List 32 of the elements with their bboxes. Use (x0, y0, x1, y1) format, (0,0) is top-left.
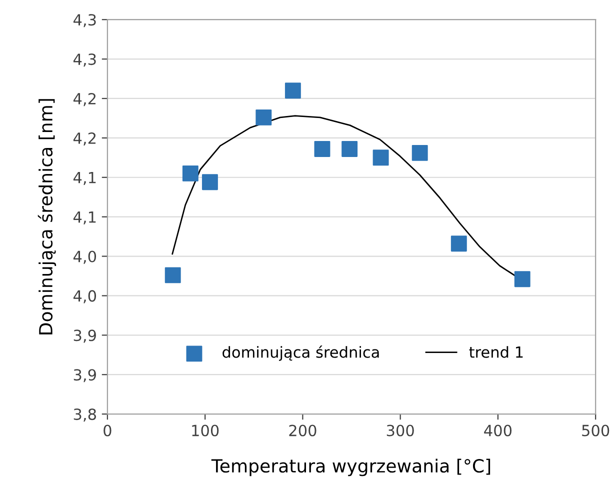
x-tick-label: 500 (582, 424, 610, 436)
x-tick-label: 300 (386, 424, 414, 436)
point (342, 141, 358, 157)
y-tick-label: 4,0 (73, 290, 96, 304)
x-tick-label: 400 (484, 424, 512, 436)
y-tick-label: 4,0 (73, 250, 96, 264)
x-axis-title: Temperatura wygrzewania [°C] (211, 458, 490, 476)
y-tick-label: 3,9 (74, 369, 96, 382)
y-axis-title: Dominująca średnica [nm] (38, 99, 56, 334)
x-tick-label: 200 (289, 424, 316, 436)
point (284, 82, 301, 99)
point (372, 150, 389, 166)
y-tick-label: 3,9 (74, 330, 96, 343)
point (450, 236, 467, 252)
y-tick-label: 4,3 (73, 54, 96, 67)
point (256, 109, 272, 126)
y-tick-label: 4,1 (73, 172, 96, 185)
y-tick-label: 4,1 (73, 211, 96, 224)
legend-label: trend 1 (469, 346, 523, 358)
legend-label: dominująca średnica (222, 345, 379, 361)
point (412, 144, 428, 161)
point (514, 271, 530, 288)
point (182, 165, 198, 182)
y-tick-label: 4,2 (73, 132, 96, 146)
y-tick-label: 4,2 (73, 92, 96, 106)
point (164, 267, 181, 284)
x-tick-label: 100 (192, 424, 219, 436)
x-tick-label: 0 (104, 424, 112, 436)
point (314, 141, 330, 157)
y-tick-label: 3,8 (74, 408, 96, 422)
point (202, 174, 218, 190)
y-tick-label: 4,3 (73, 14, 96, 28)
